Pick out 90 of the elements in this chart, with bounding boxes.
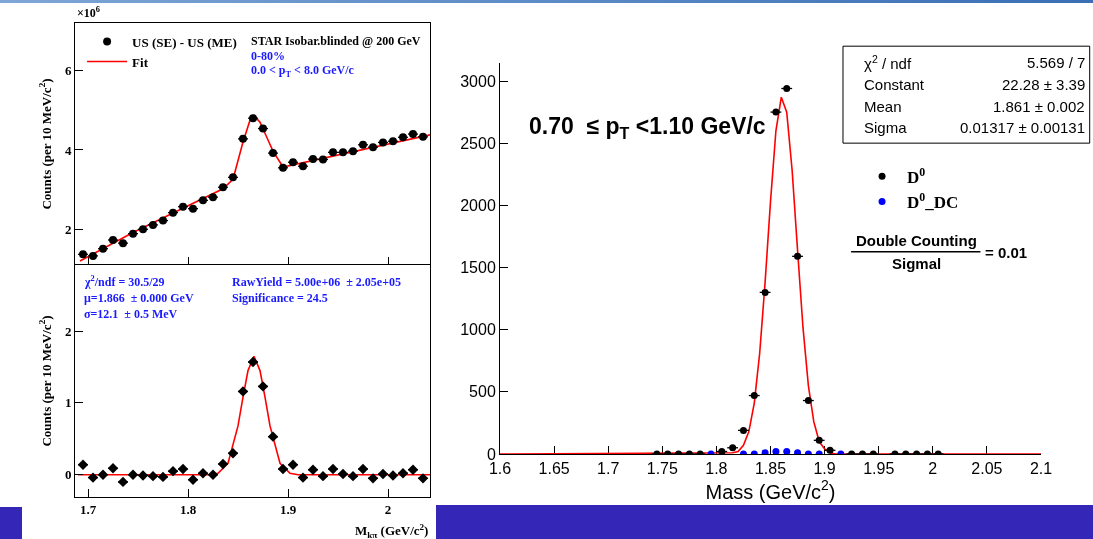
point — [129, 229, 137, 238]
annotation: Sigma — [864, 119, 908, 136]
point — [249, 114, 257, 123]
annotation: = 0.01 — [985, 244, 1028, 261]
x-tick-label: 2 — [928, 460, 938, 478]
point — [317, 470, 329, 482]
legend-label: Fit — [132, 54, 149, 70]
point — [357, 463, 369, 475]
point — [367, 473, 379, 484]
x-axis-title: Mass (GeV/c$^{2}$) — [705, 477, 836, 503]
point — [149, 220, 157, 229]
y-tick-label: 500 — [469, 383, 496, 401]
annotation: χ$^{2}$/ndf = 30.5/29 — [84, 274, 165, 290]
y-tick-label: 1000 — [460, 321, 496, 339]
point — [117, 476, 129, 488]
point — [267, 431, 279, 442]
annotation: 1.861 ± 0.002 — [993, 98, 1085, 115]
annotation: 0.01317 ± 0.00131 — [960, 119, 1086, 136]
y-tick-label: 2 — [64, 221, 72, 237]
legend-label: D$^{0}$ — [907, 164, 926, 187]
annotation: Mean — [864, 98, 902, 115]
annotation: Constant — [864, 76, 925, 93]
x-tick-label: 1.8 — [179, 501, 197, 517]
x-tick-label: 2.1 — [1029, 460, 1053, 478]
annotation: 5.569 / 7 — [1027, 54, 1086, 71]
point — [237, 386, 249, 397]
point — [229, 173, 237, 182]
point — [299, 162, 307, 171]
point — [257, 381, 269, 392]
point — [169, 208, 177, 217]
x-tick-label: 1.7 — [79, 501, 97, 517]
y-tick-label: 2000 — [460, 196, 496, 214]
x-tick-label: 1.9 — [279, 501, 297, 517]
point — [327, 463, 339, 475]
y-tick-label: 4 — [64, 142, 72, 158]
point — [772, 448, 780, 454]
y-tick-label: 2500 — [460, 134, 496, 152]
point — [289, 158, 297, 167]
x-tick-label: 1.75 — [646, 460, 678, 478]
x-tick-label: 2.05 — [971, 460, 1003, 478]
point — [269, 149, 277, 158]
annotation: 0.70 ≤ p$_{T}$ <1.10 GeV/c — [529, 113, 766, 142]
point — [107, 463, 119, 474]
x-tick-label: 1.9 — [813, 460, 836, 478]
y-tick-label: 0 — [64, 467, 72, 483]
annotation: Double Counting — [856, 232, 977, 249]
point — [297, 472, 309, 483]
annotation: σ=12.1 ± 0.5 MeV — [84, 307, 178, 321]
point — [227, 447, 239, 459]
x-tick-label: 1.65 — [538, 460, 570, 478]
y-tick-label: 0 — [486, 445, 496, 463]
x-tick-label: 1.7 — [597, 460, 620, 478]
annotation: 0.0 < p$_{T}$ < 8.0 GeV/c — [251, 63, 355, 79]
point — [239, 134, 247, 143]
x-tick-label: 1.85 — [754, 460, 787, 478]
point — [277, 463, 289, 475]
x-tick-label: 1.95 — [863, 460, 895, 478]
y-tick-label: 1500 — [460, 259, 496, 277]
x-tick-label: 2 — [384, 501, 392, 517]
point — [187, 474, 199, 485]
annotation: 22.28 ± 3.39 — [1002, 76, 1086, 93]
annotation: μ=1.866 ± 0.000 GeV — [84, 291, 194, 305]
point — [77, 459, 89, 470]
point — [217, 458, 229, 470]
point — [219, 183, 227, 192]
point — [139, 225, 147, 234]
point — [417, 473, 429, 484]
annotation: Significance = 24.5 — [232, 291, 328, 305]
x-tick-label: 1.8 — [705, 460, 728, 478]
legend-label: US (SE) - US (ME) — [132, 34, 237, 50]
y-tick-label: 3000 — [460, 72, 496, 90]
y-tick-label: 2 — [64, 323, 72, 339]
x-axis-title: M$_{kπ}$ (GeV/c$^{2}$) — [355, 522, 429, 539]
point — [279, 163, 287, 172]
text: ×10$^{6}$ — [77, 5, 101, 21]
x-tick-label: 1.6 — [488, 460, 512, 478]
y-tick-label: 6 — [64, 63, 72, 79]
point — [307, 464, 319, 475]
point — [407, 464, 419, 475]
annotation: χ$^{2}$ / ndf — [864, 53, 912, 73]
point — [783, 448, 791, 454]
annotation: RawYield = 5.00e+06 ± 2.05e+05 — [232, 275, 401, 289]
point — [99, 244, 107, 253]
point — [247, 356, 259, 368]
point — [287, 459, 299, 470]
annotation: Sigmal — [892, 255, 942, 272]
annotation: STAR Isobar.blinded @ 200 GeV — [251, 34, 421, 48]
legend-label: D$^{0}$_DC — [907, 189, 959, 213]
annotation: 0-80% — [251, 49, 285, 63]
y-tick-label: 1 — [64, 395, 72, 411]
